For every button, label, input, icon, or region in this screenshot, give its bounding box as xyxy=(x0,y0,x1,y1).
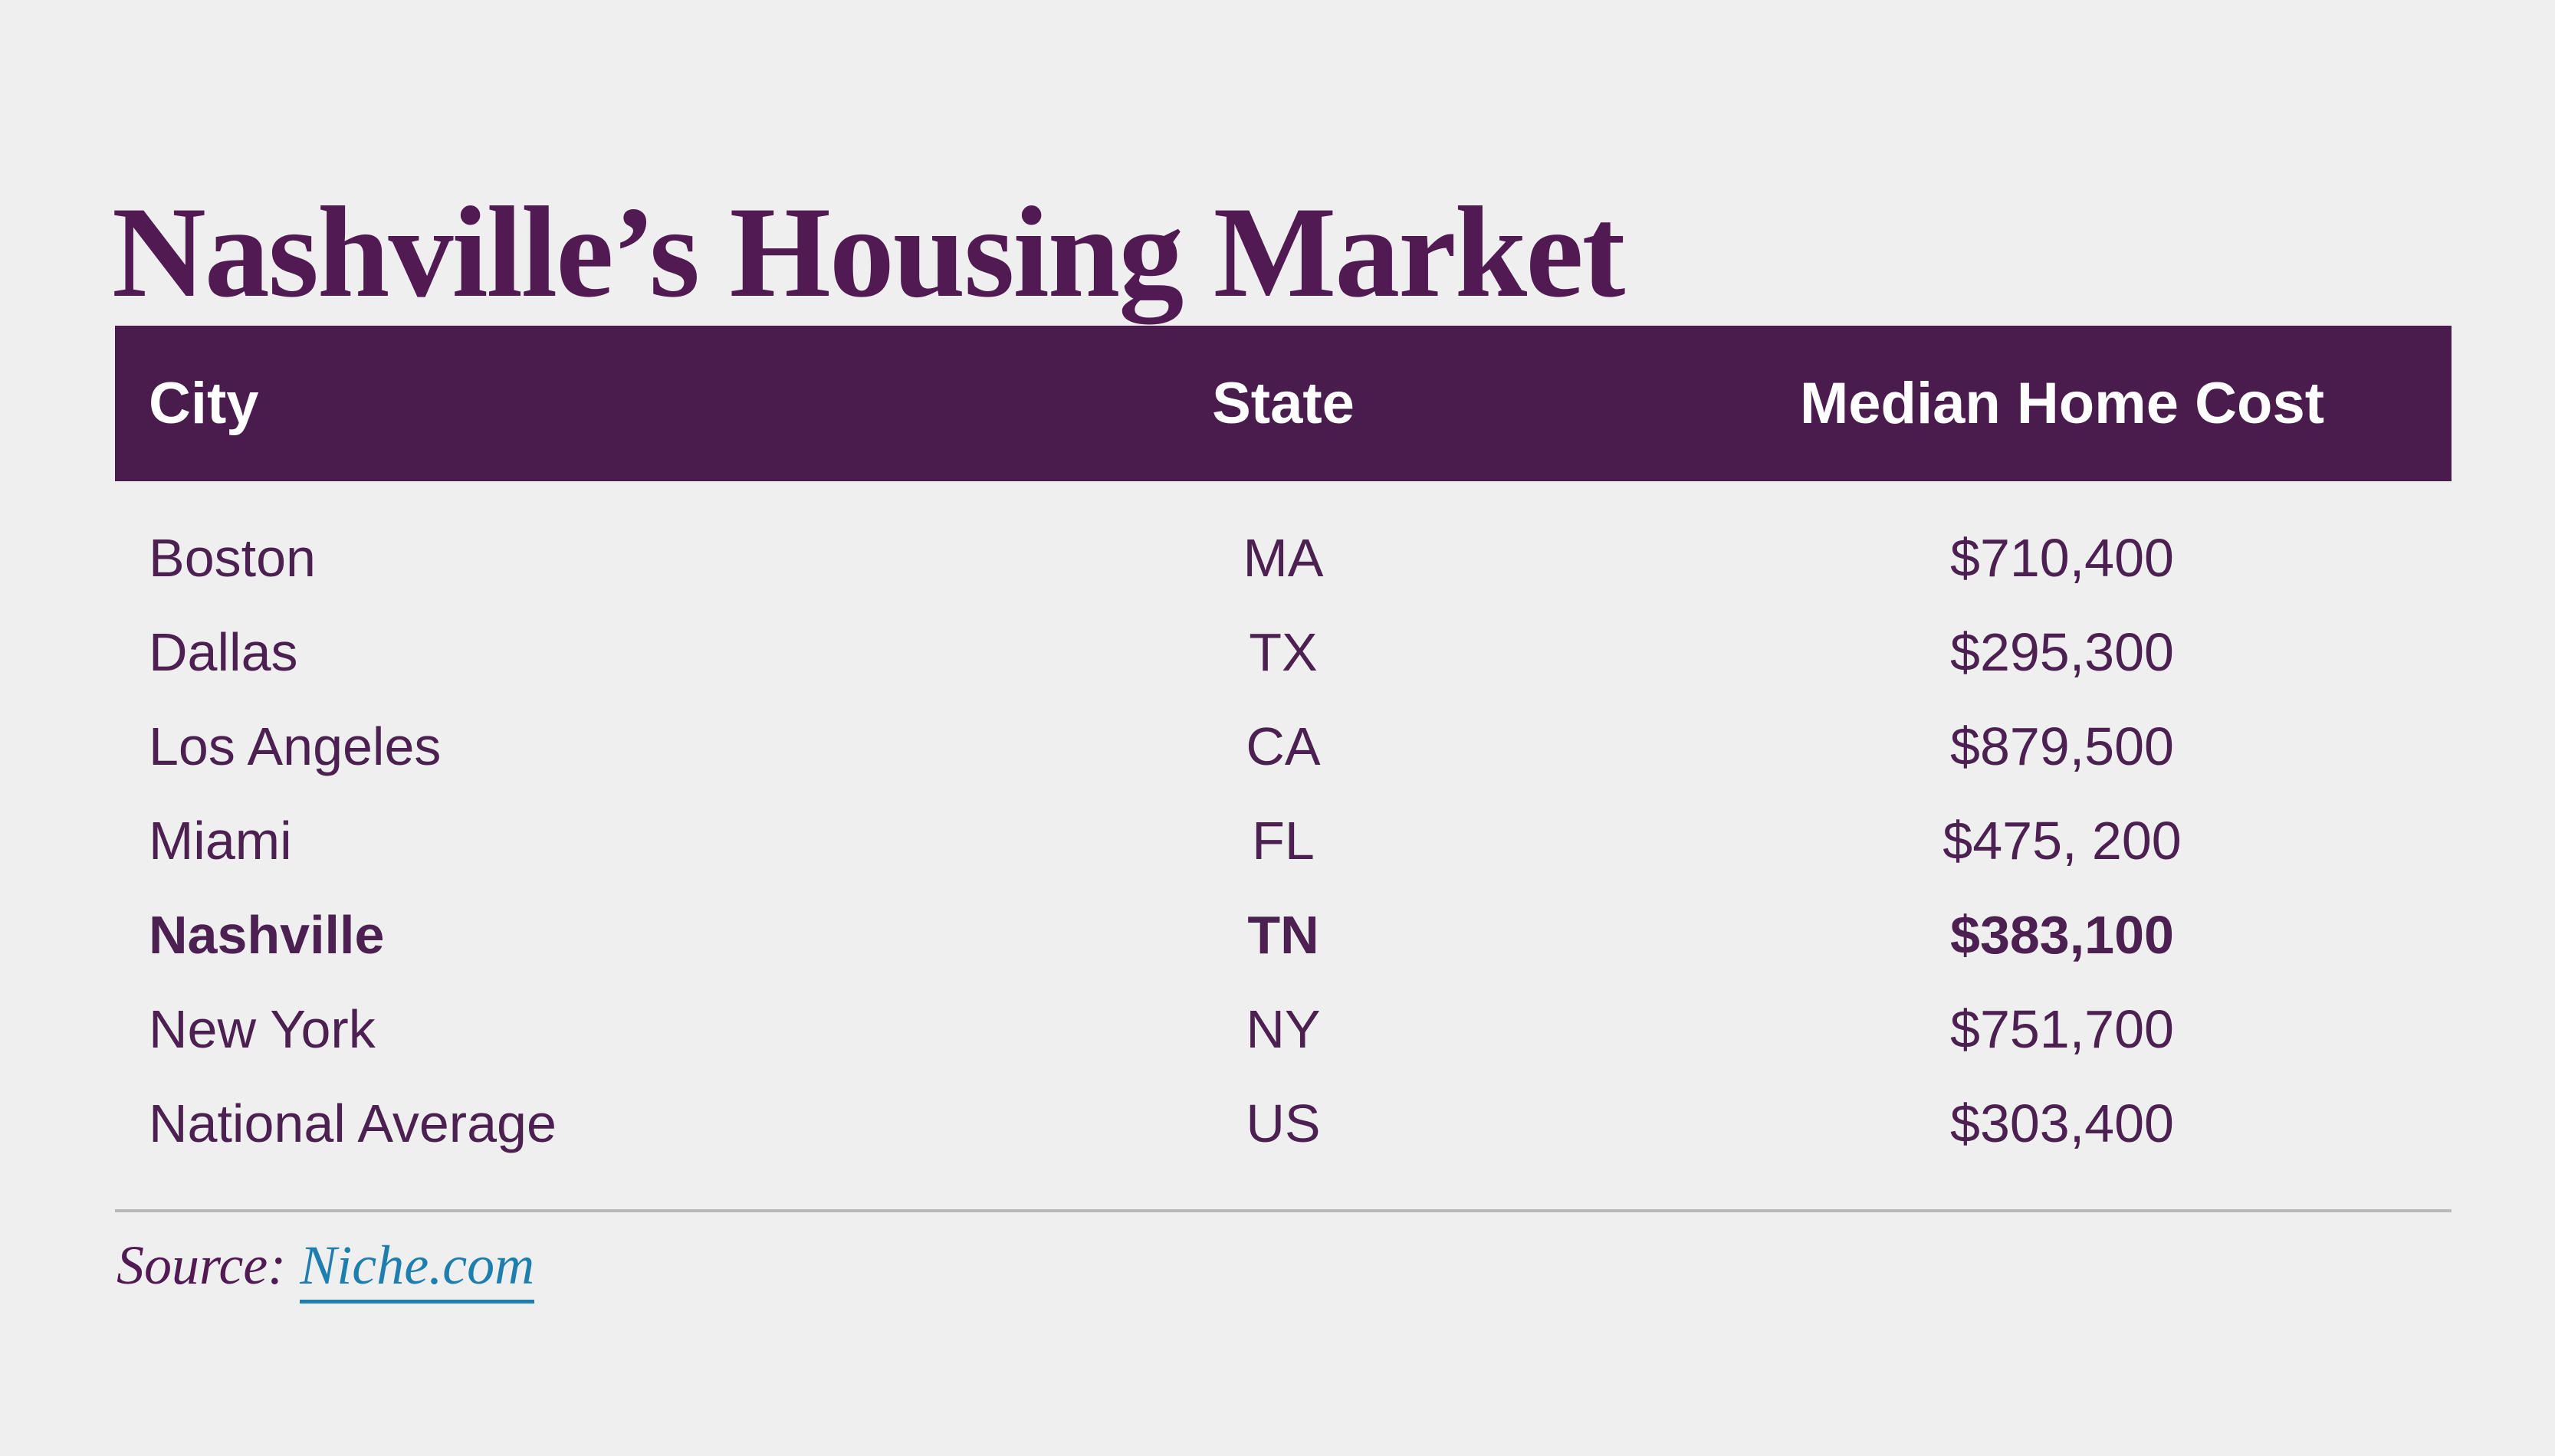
cell-cost: $383,100 xyxy=(1950,904,2174,965)
cell-state: NY xyxy=(1246,999,1321,1059)
table-row: Los Angeles CA $879,500 xyxy=(115,699,2452,793)
table-row: Dallas TX $295,300 xyxy=(115,605,2452,699)
cell-city: National Average xyxy=(149,1093,557,1153)
source-label: Source: xyxy=(117,1235,287,1296)
table-row: Miami FL $475, 200 xyxy=(115,793,2452,887)
cell-state: TX xyxy=(1249,621,1318,682)
cell-city: Los Angeles xyxy=(149,716,442,776)
divider xyxy=(115,1209,2452,1212)
housing-table: City State Median Home Cost Boston MA $7… xyxy=(115,326,2452,1170)
column-header-city: City xyxy=(149,371,259,436)
table-row-nashville-highlighted: Nashville TN $383,100 xyxy=(115,887,2452,982)
cell-cost: $295,300 xyxy=(1950,621,2174,682)
cell-state: US xyxy=(1246,1093,1321,1153)
table-body: Boston MA $710,400 Dallas TX $295,300 Lo… xyxy=(115,481,2452,1170)
cell-cost: $303,400 xyxy=(1950,1093,2174,1153)
cell-cost: $879,500 xyxy=(1950,716,2174,776)
column-header-state: State xyxy=(1212,371,1355,436)
cell-state: CA xyxy=(1246,716,1321,776)
cell-state: FL xyxy=(1252,810,1315,871)
column-header-median-home-cost: Median Home Cost xyxy=(1799,371,2325,436)
page-title: Nashville’s Housing Market xyxy=(112,179,1625,324)
cell-state: TN xyxy=(1247,904,1319,965)
cell-city: Miami xyxy=(149,810,292,871)
table-row: New York NY $751,700 xyxy=(115,982,2452,1076)
table-row: National Average US $303,400 xyxy=(115,1076,2452,1170)
table-header-row: City State Median Home Cost xyxy=(115,326,2452,481)
cell-state: MA xyxy=(1243,527,1324,588)
cell-city: Nashville xyxy=(149,904,385,965)
cell-cost: $751,700 xyxy=(1950,999,2174,1059)
cell-city: New York xyxy=(149,999,376,1059)
source-attribution: Source: Niche.com xyxy=(117,1234,535,1304)
cell-city: Boston xyxy=(149,527,316,588)
cell-cost: $475, 200 xyxy=(1943,810,2182,871)
cell-city: Dallas xyxy=(149,621,298,682)
table-row: Boston MA $710,400 xyxy=(115,510,2452,605)
source-link[interactable]: Niche.com xyxy=(300,1235,535,1304)
cell-cost: $710,400 xyxy=(1950,527,2174,588)
